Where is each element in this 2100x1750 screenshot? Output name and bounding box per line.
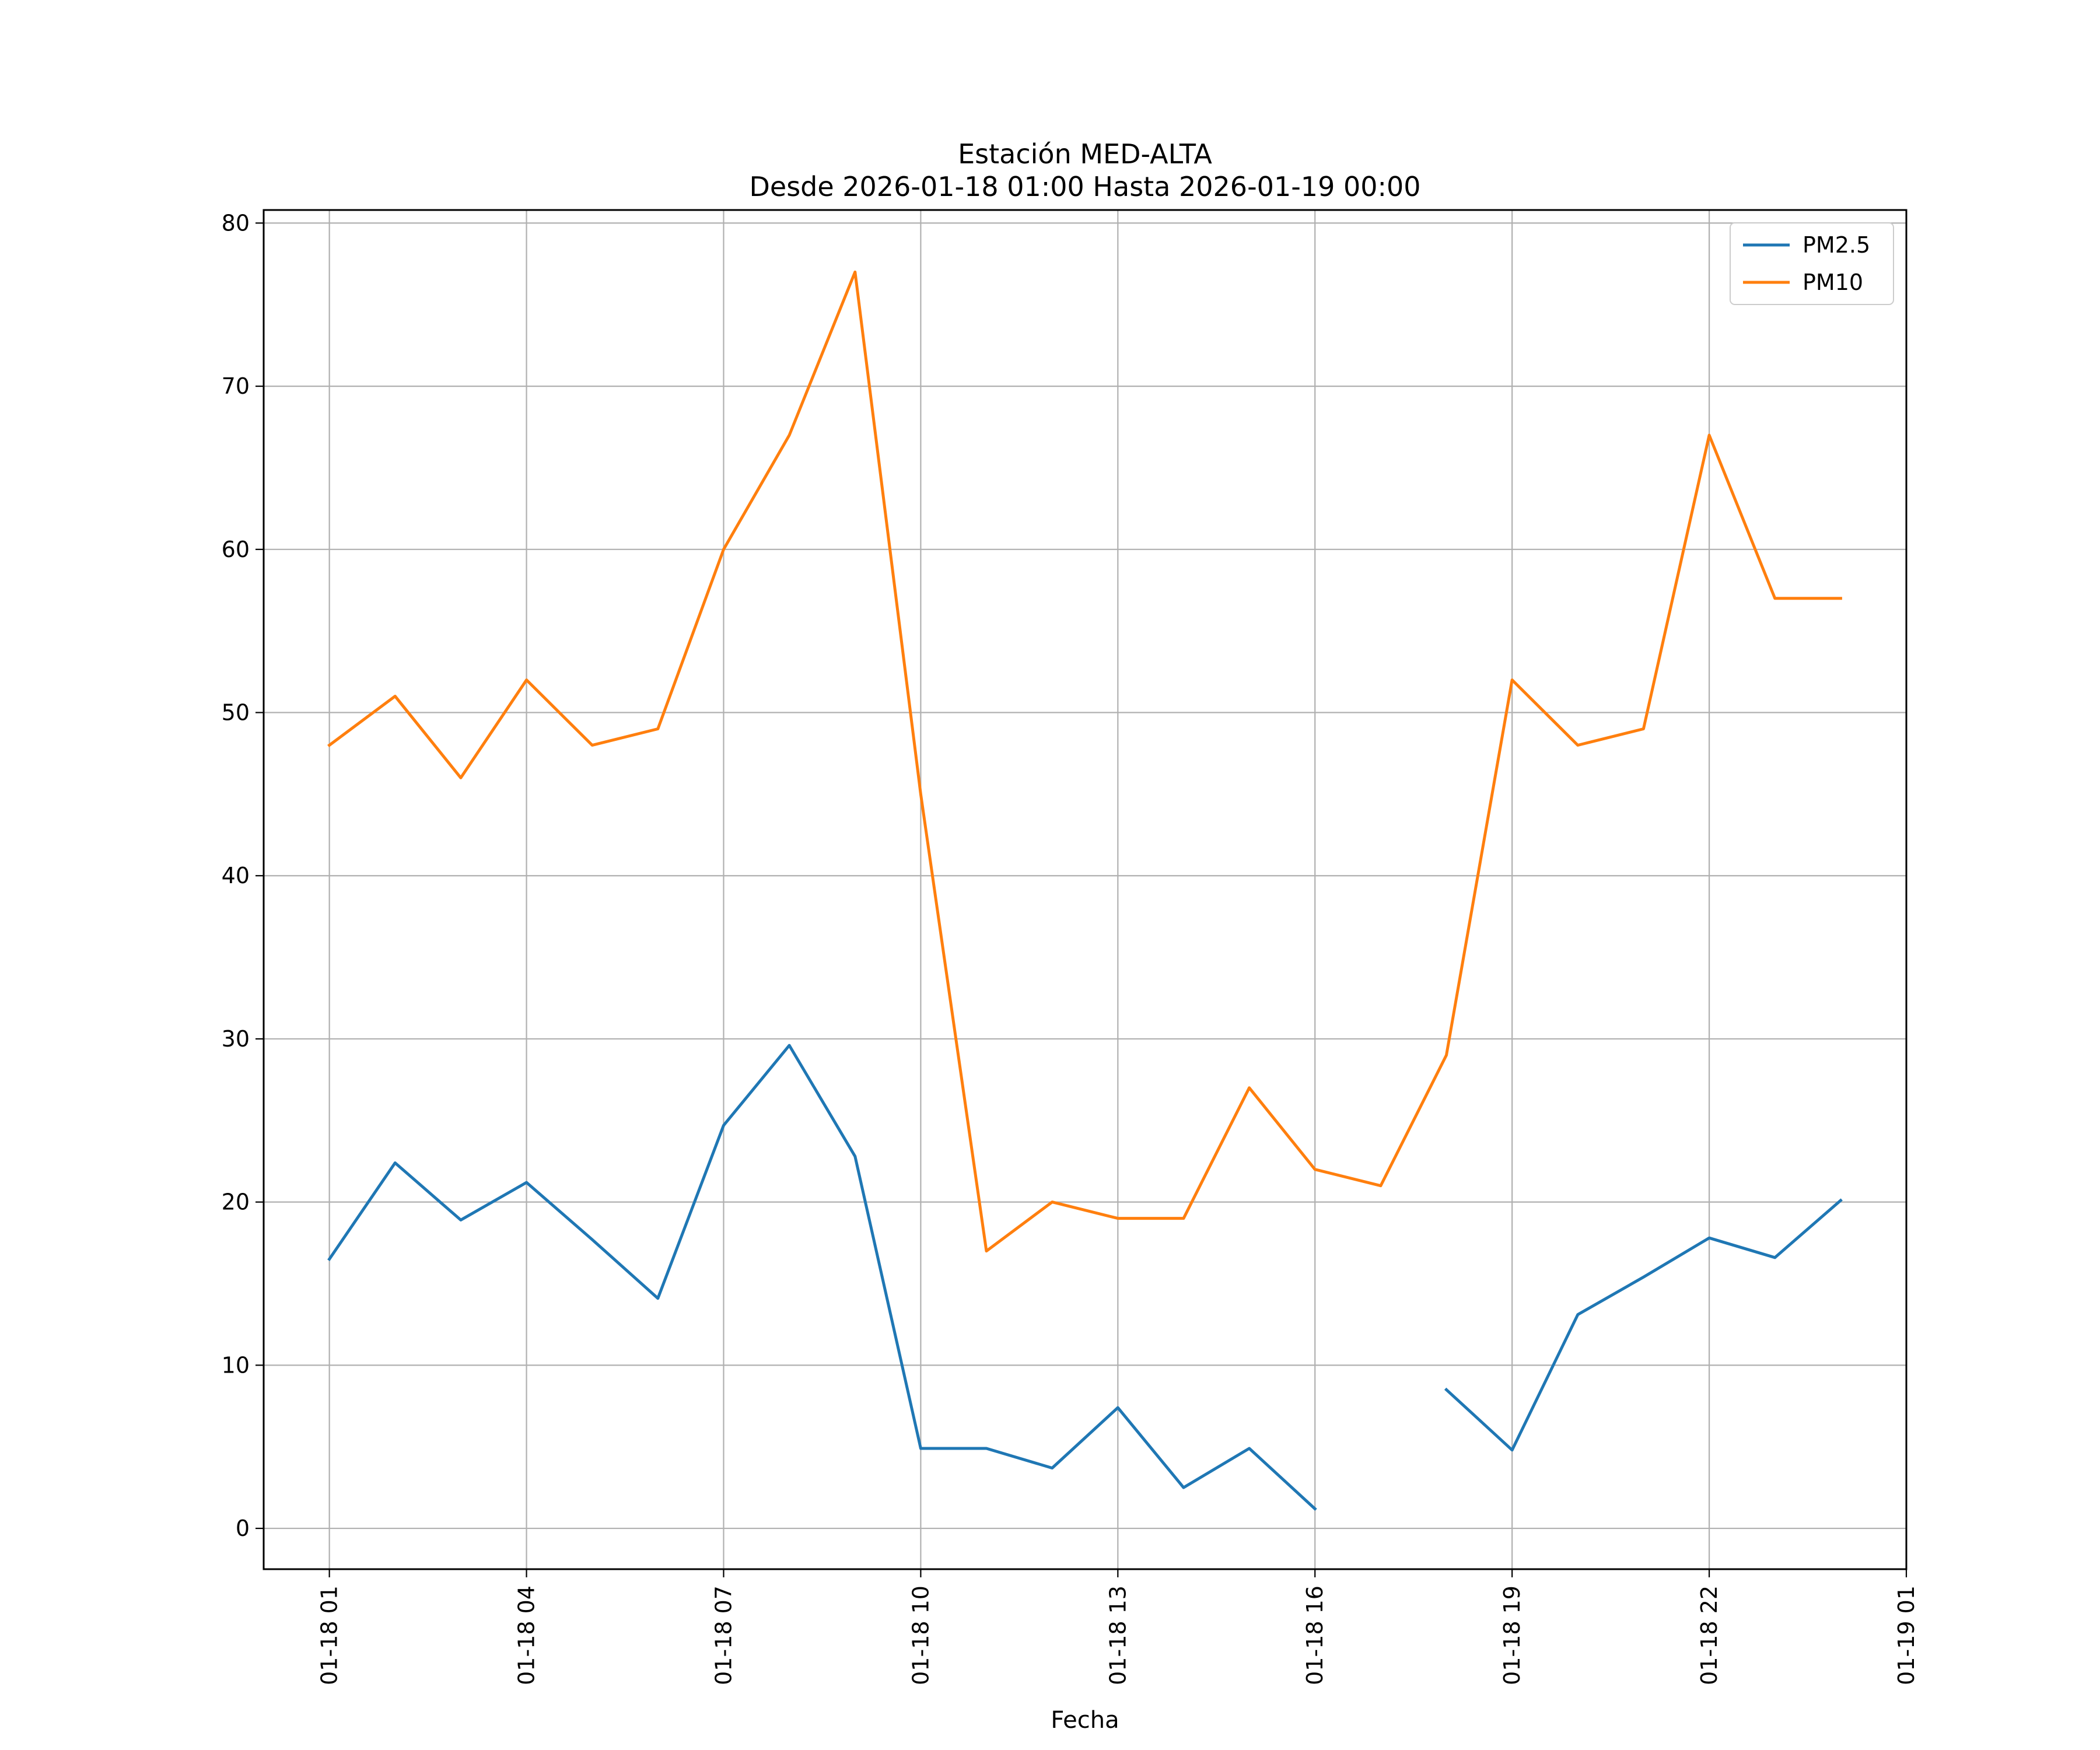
legend-frame (1730, 222, 1894, 305)
x-axis-label: Fecha (1051, 1707, 1119, 1734)
y-tick-label: 80 (222, 210, 250, 236)
plot-frame (262, 209, 1908, 1570)
y-tick-label: 30 (222, 1026, 250, 1052)
y-tick-label: 60 (222, 537, 250, 562)
y-tick-label: 0 (236, 1516, 250, 1541)
axis-ticks: 0 10 20 30 40 50 60 70 80 01-18 01 01-18 04 01-18 0… (222, 210, 1919, 1685)
x-tick-label: 01-18 10 (908, 1586, 933, 1685)
legend-label-pm10: PM10 (1803, 270, 1863, 295)
x-tick-label: 01-18 22 (1696, 1586, 1722, 1685)
x-tick-label: 01-18 13 (1105, 1586, 1130, 1685)
x-tick-label: 01-18 07 (710, 1586, 736, 1685)
legend-label-pm2-5: PM2.5 (1803, 232, 1870, 258)
series-layer (327, 270, 1843, 1511)
chart-title: Estación MED-ALTA (958, 138, 1212, 170)
x-tick-label: 01-19 01 (1894, 1586, 1919, 1685)
series-line-pm2-5 (327, 1044, 1843, 1511)
x-tick-label: 01-18 04 (514, 1586, 540, 1685)
x-tick-label: 01-18 19 (1499, 1586, 1525, 1685)
y-tick-label: 20 (222, 1189, 250, 1215)
x-tick-label: 01-18 01 (317, 1586, 342, 1685)
y-tick-label: 70 (222, 373, 250, 399)
y-tick-label: 50 (222, 700, 250, 726)
legend: PM2.5 PM10 (1730, 222, 1894, 305)
grid-lines (264, 210, 1908, 1569)
series-line-pm10 (327, 270, 1842, 1253)
y-tick-label: 40 (222, 863, 250, 888)
x-tick-label: 01-18 16 (1302, 1586, 1328, 1685)
y-tick-label: 10 (222, 1352, 250, 1378)
chart-subtitle: Desde 2026-01-18 01:00 Hasta 2026-01-19 … (749, 171, 1420, 202)
